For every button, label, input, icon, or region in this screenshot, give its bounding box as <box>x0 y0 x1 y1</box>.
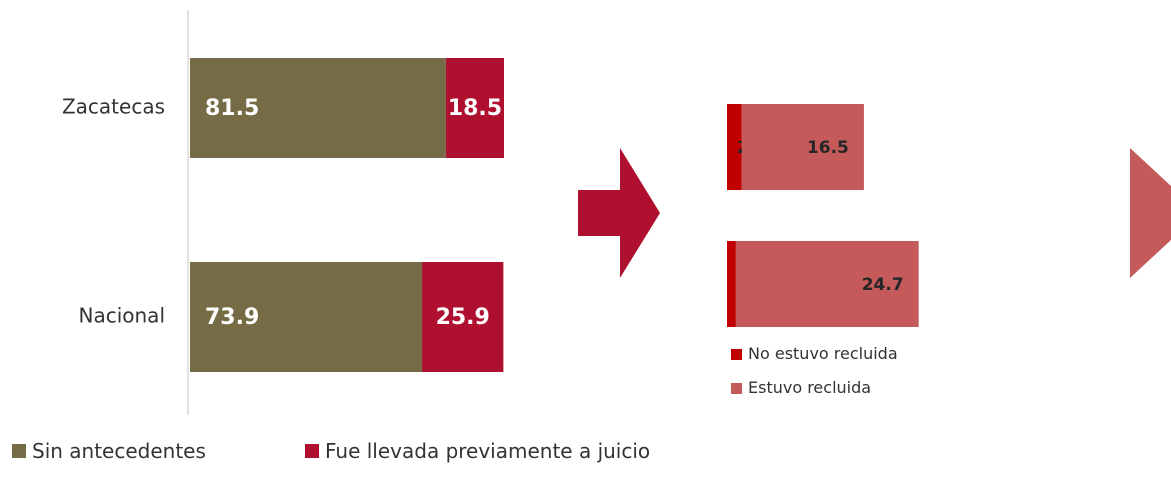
bar-segment <box>445 58 504 158</box>
legend-label: No estuvo recluida <box>748 344 898 363</box>
legend-label: Estuvo recluida <box>748 378 872 397</box>
bar-segment <box>190 262 423 372</box>
bar-segment <box>735 241 919 327</box>
legend-item: Estuvo recluida <box>731 378 948 399</box>
bar-segment <box>190 58 446 158</box>
data-label: 81.5 <box>205 96 259 121</box>
category-label: Nacional <box>79 304 166 328</box>
legend-swatch <box>12 444 26 458</box>
bar-segment <box>422 262 504 372</box>
legend-item: Sin antecedentes <box>12 438 272 464</box>
arrow <box>578 148 660 278</box>
bar-segment <box>741 104 864 190</box>
legend-swatch <box>305 444 319 458</box>
legend-swatch <box>731 382 742 394</box>
data-label: 18.5 <box>448 96 502 121</box>
bar-segment <box>727 104 742 190</box>
data-label: 25.9 <box>436 305 490 330</box>
data-label: 24.7 <box>862 275 904 295</box>
data-label: 16.5 <box>807 138 849 158</box>
bar-segment <box>727 241 736 327</box>
arrow <box>1130 148 1171 278</box>
legend-item: Fue llevada previamente a juicio <box>305 438 655 464</box>
legend-item: No estuvo recluida <box>731 344 948 365</box>
data-label: 73.9 <box>205 305 259 330</box>
legend-swatch <box>731 348 742 360</box>
category-label: Zacatecas <box>62 95 165 119</box>
legend-label: Fue llevada previamente a juicio <box>325 439 651 463</box>
legend-label: Sin antecedentes <box>32 439 206 463</box>
